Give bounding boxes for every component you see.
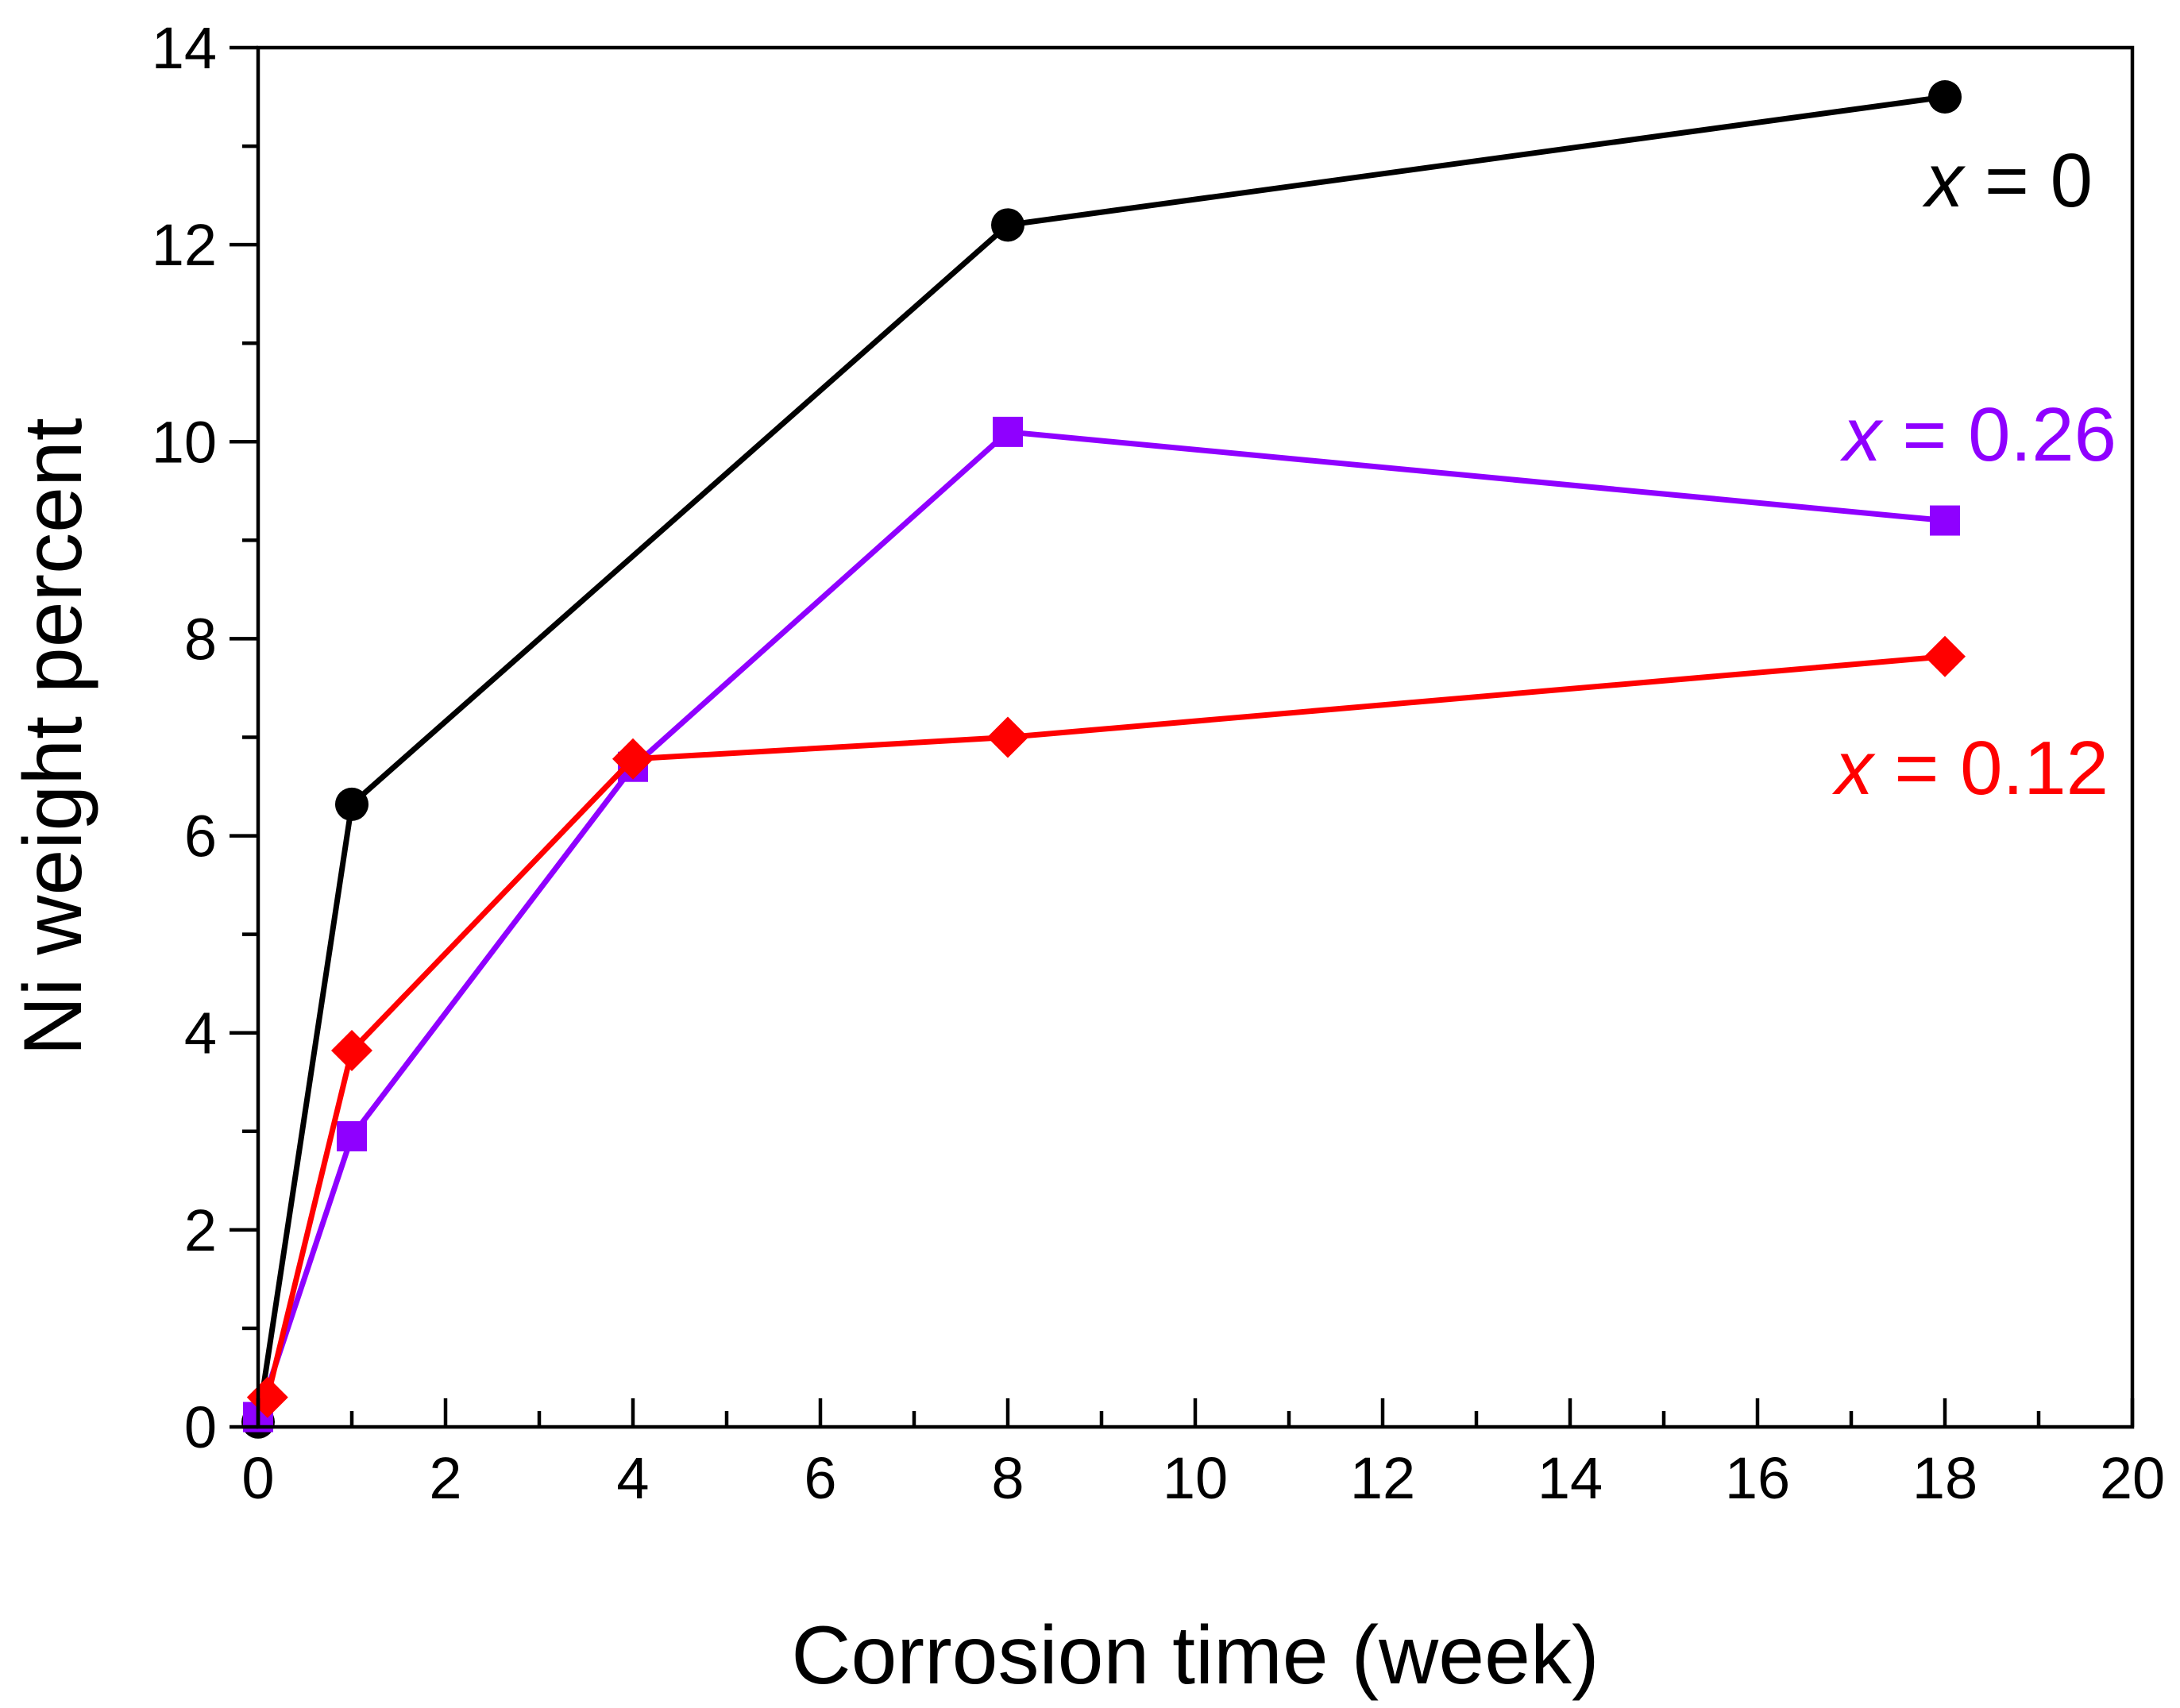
data-point-square <box>337 1120 367 1151</box>
series-line <box>255 94 1946 1423</box>
y-tick-label: 2 <box>184 1197 217 1263</box>
x-tick-label: 16 <box>1725 1445 1790 1511</box>
data-point-diamond <box>1924 635 1966 677</box>
x-tick-label: 12 <box>1350 1445 1415 1511</box>
series-0 <box>241 80 1962 1439</box>
x-axis-title: Corrosion time (week) <box>791 1610 1599 1702</box>
x-tick-label: 2 <box>429 1445 461 1511</box>
series-label-x012: x = 0.12 <box>1832 726 2109 811</box>
data-point-diamond <box>612 738 654 780</box>
x-tick-label: 6 <box>804 1445 836 1511</box>
x-tick-label: 20 <box>2100 1445 2165 1511</box>
x-tick-label: 10 <box>1163 1445 1228 1511</box>
y-axis-title: Ni weight percent <box>7 418 99 1056</box>
x-tick-label: 18 <box>1912 1445 1977 1511</box>
x-tick-label: 0 <box>241 1445 274 1511</box>
data-point-diamond <box>331 1030 372 1072</box>
y-tick-label: 12 <box>152 212 217 278</box>
series-line <box>264 654 1946 1398</box>
series-layer <box>241 80 1966 1439</box>
data-point-circle <box>335 787 368 821</box>
series-label-x0: x = 0 <box>1922 138 2093 223</box>
y-tick-label: 0 <box>184 1394 217 1460</box>
x-tick-label: 4 <box>616 1445 649 1511</box>
x-tick-label: 8 <box>991 1445 1024 1511</box>
series-2 <box>246 635 1966 1418</box>
series-line <box>255 429 1946 1418</box>
y-tick-label: 14 <box>152 15 217 81</box>
data-point-square <box>1930 505 1960 536</box>
series-1 <box>243 416 1960 1432</box>
series-label-x026: x = 0.26 <box>1840 392 2116 477</box>
y-axis-tick-labels: 0 2 4 6 8 10 12 14 <box>152 15 217 1460</box>
y-tick-label: 6 <box>184 804 217 869</box>
data-point-diamond <box>987 716 1028 758</box>
y-tick-label: 8 <box>184 606 217 672</box>
y-tick-label: 10 <box>152 409 217 475</box>
x-axis-ticks <box>256 1398 2135 1427</box>
y-tick-label: 4 <box>184 1001 217 1066</box>
data-point-circle <box>1928 80 1962 114</box>
data-point-circle <box>991 208 1024 242</box>
y-axis-ticks <box>230 45 258 1429</box>
x-tick-label: 14 <box>1538 1445 1603 1511</box>
x-axis-tick-labels: 0 2 4 6 8 10 12 14 16 18 20 <box>241 1445 2165 1511</box>
data-point-square <box>993 416 1023 447</box>
